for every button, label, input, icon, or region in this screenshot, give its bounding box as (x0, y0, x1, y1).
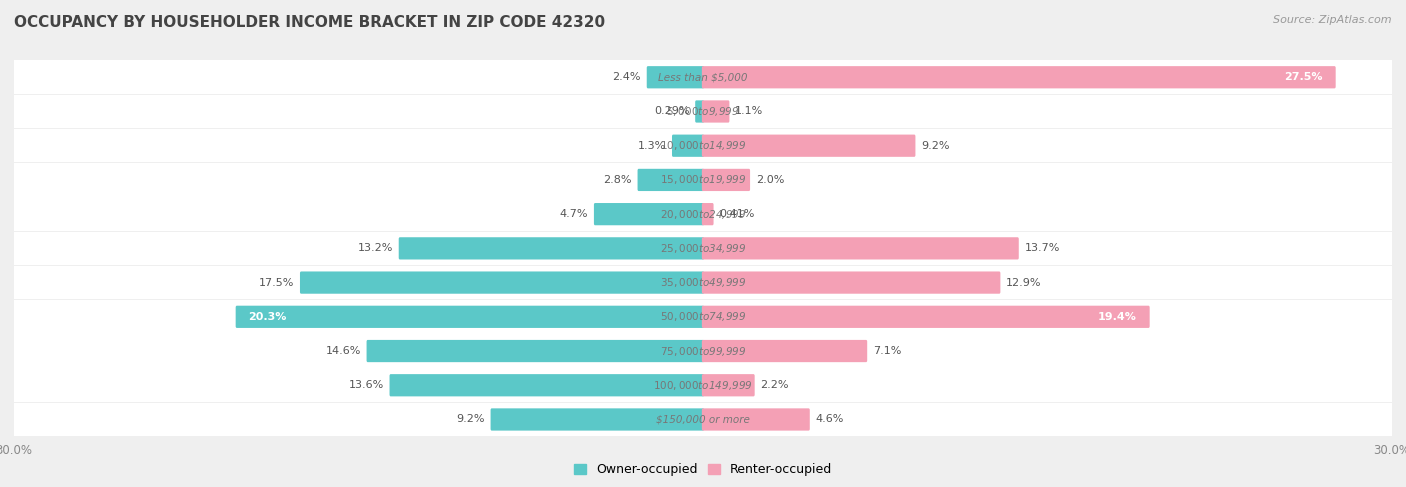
FancyBboxPatch shape (3, 232, 1403, 265)
FancyBboxPatch shape (695, 100, 704, 123)
FancyBboxPatch shape (3, 369, 1403, 402)
FancyBboxPatch shape (702, 340, 868, 362)
FancyBboxPatch shape (702, 237, 1019, 260)
Text: 4.7%: 4.7% (560, 209, 588, 219)
Text: 14.6%: 14.6% (325, 346, 361, 356)
Text: $150,000 or more: $150,000 or more (657, 414, 749, 425)
FancyBboxPatch shape (3, 300, 1403, 334)
FancyBboxPatch shape (3, 403, 1403, 436)
Text: 9.2%: 9.2% (921, 141, 949, 150)
FancyBboxPatch shape (647, 66, 704, 88)
FancyBboxPatch shape (3, 129, 1403, 163)
FancyBboxPatch shape (299, 271, 704, 294)
FancyBboxPatch shape (399, 237, 704, 260)
FancyBboxPatch shape (3, 94, 1403, 128)
FancyBboxPatch shape (702, 271, 1001, 294)
Text: $20,000 to $24,999: $20,000 to $24,999 (659, 207, 747, 221)
FancyBboxPatch shape (3, 197, 1403, 231)
Text: 2.2%: 2.2% (761, 380, 789, 390)
Text: Source: ZipAtlas.com: Source: ZipAtlas.com (1274, 15, 1392, 25)
Text: 1.3%: 1.3% (638, 141, 666, 150)
FancyBboxPatch shape (389, 374, 704, 396)
FancyBboxPatch shape (672, 134, 704, 157)
Text: 1.1%: 1.1% (735, 107, 763, 116)
Text: 2.0%: 2.0% (756, 175, 785, 185)
FancyBboxPatch shape (3, 266, 1403, 300)
Text: 0.41%: 0.41% (720, 209, 755, 219)
Text: 13.2%: 13.2% (357, 244, 392, 253)
Text: 27.5%: 27.5% (1285, 72, 1323, 82)
FancyBboxPatch shape (491, 409, 704, 431)
FancyBboxPatch shape (702, 409, 810, 431)
FancyBboxPatch shape (702, 100, 730, 123)
Text: OCCUPANCY BY HOUSEHOLDER INCOME BRACKET IN ZIP CODE 42320: OCCUPANCY BY HOUSEHOLDER INCOME BRACKET … (14, 15, 605, 30)
FancyBboxPatch shape (3, 163, 1403, 197)
FancyBboxPatch shape (637, 169, 704, 191)
FancyBboxPatch shape (593, 203, 704, 225)
Text: $50,000 to $74,999: $50,000 to $74,999 (659, 310, 747, 323)
Text: 20.3%: 20.3% (249, 312, 287, 322)
Text: 13.6%: 13.6% (349, 380, 384, 390)
Text: $35,000 to $49,999: $35,000 to $49,999 (659, 276, 747, 289)
FancyBboxPatch shape (3, 334, 1403, 368)
Text: $100,000 to $149,999: $100,000 to $149,999 (654, 379, 752, 392)
Text: 0.29%: 0.29% (654, 107, 689, 116)
FancyBboxPatch shape (702, 203, 714, 225)
Text: 19.4%: 19.4% (1098, 312, 1137, 322)
Text: $15,000 to $19,999: $15,000 to $19,999 (659, 173, 747, 187)
FancyBboxPatch shape (702, 134, 915, 157)
Text: 2.8%: 2.8% (603, 175, 631, 185)
FancyBboxPatch shape (702, 374, 755, 396)
FancyBboxPatch shape (3, 60, 1403, 94)
Legend: Owner-occupied, Renter-occupied: Owner-occupied, Renter-occupied (568, 458, 838, 482)
Text: $5,000 to $9,999: $5,000 to $9,999 (666, 105, 740, 118)
Text: $75,000 to $99,999: $75,000 to $99,999 (659, 344, 747, 357)
FancyBboxPatch shape (367, 340, 704, 362)
Text: $25,000 to $34,999: $25,000 to $34,999 (659, 242, 747, 255)
Text: 2.4%: 2.4% (613, 72, 641, 82)
FancyBboxPatch shape (702, 169, 749, 191)
Text: Less than $5,000: Less than $5,000 (658, 72, 748, 82)
FancyBboxPatch shape (702, 66, 1336, 88)
Text: 7.1%: 7.1% (873, 346, 901, 356)
Text: 12.9%: 12.9% (1007, 278, 1042, 288)
FancyBboxPatch shape (702, 306, 1150, 328)
Text: 13.7%: 13.7% (1025, 244, 1060, 253)
Text: 4.6%: 4.6% (815, 414, 844, 425)
Text: 17.5%: 17.5% (259, 278, 294, 288)
Text: 9.2%: 9.2% (457, 414, 485, 425)
Text: $10,000 to $14,999: $10,000 to $14,999 (659, 139, 747, 152)
FancyBboxPatch shape (236, 306, 704, 328)
